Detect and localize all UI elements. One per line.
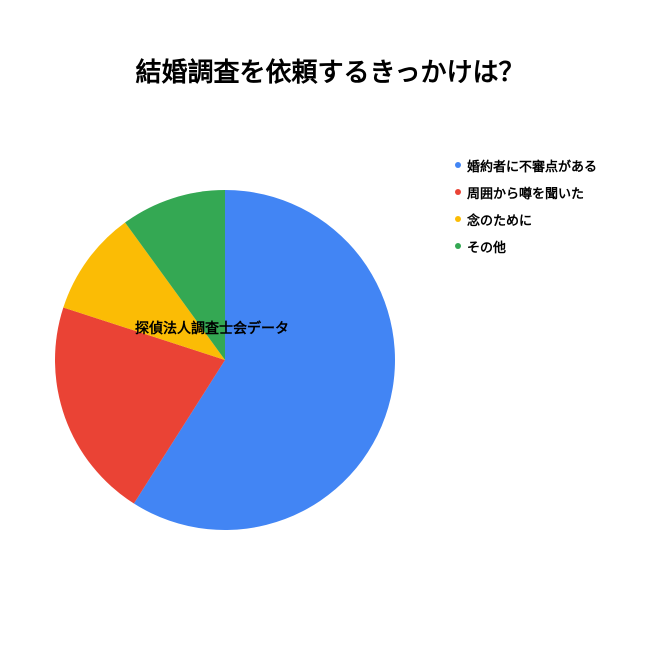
legend-label: その他 [467,237,506,256]
legend: 婚約者に不審点がある周囲から噂を聞いた念のためにその他 [455,155,597,256]
legend-item: 念のために [455,209,597,229]
legend-bullet-icon [455,162,461,168]
legend-bullet-icon [455,243,461,249]
pie-chart-svg [0,0,660,660]
chart-title: 結婚調査を依頼するきっかけは？ [0,52,660,89]
legend-bullet-icon [455,216,461,222]
pie-group [55,190,395,530]
legend-label: 周囲から噂を聞いた [467,183,584,202]
legend-item: 周囲から噂を聞いた [455,182,597,202]
legend-bullet-icon [455,189,461,195]
chart-container: 結婚調査を依頼するきっかけは？ 探偵法人調査士会データ 婚約者に不審点がある周囲… [0,0,660,660]
legend-item: その他 [455,236,597,256]
legend-label: 婚約者に不審点がある [467,156,597,175]
pie-center-label: 探偵法人調査士会データ [135,318,289,338]
legend-item: 婚約者に不審点がある [455,155,597,175]
legend-label: 念のために [467,210,532,229]
